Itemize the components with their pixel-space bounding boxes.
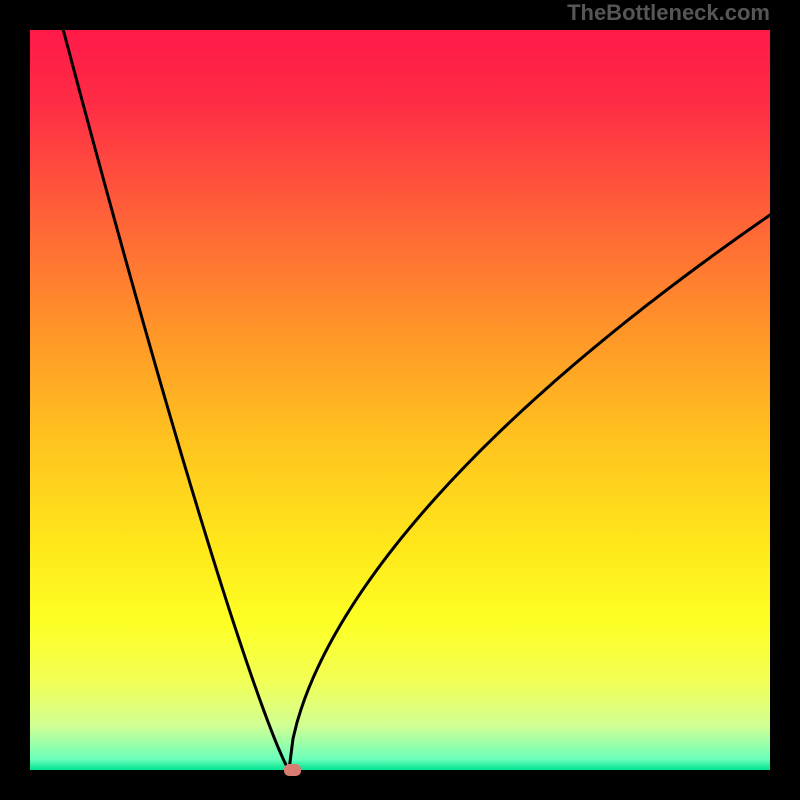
gradient-background bbox=[30, 30, 770, 770]
min-marker bbox=[284, 764, 301, 776]
watermark-text: TheBottleneck.com bbox=[567, 0, 770, 26]
chart-root: TheBottleneck.com bbox=[0, 0, 800, 800]
min-marker-shape bbox=[284, 764, 301, 776]
